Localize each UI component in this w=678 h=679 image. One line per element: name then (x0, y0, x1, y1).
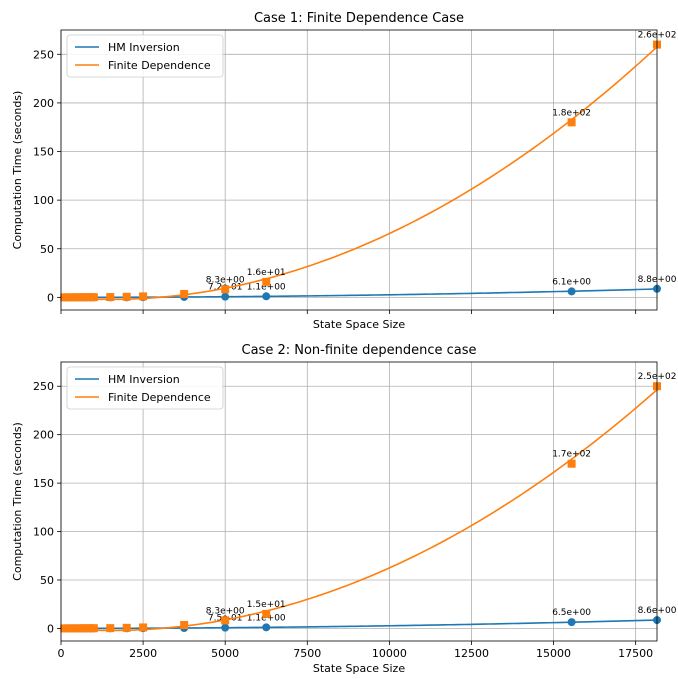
data-point (180, 621, 189, 630)
data-label: 1.6e+01 (247, 268, 286, 278)
data-label: 1.7e+02 (552, 450, 591, 460)
data-point (567, 459, 576, 468)
data-label: 6.1e+00 (552, 277, 591, 287)
data-point (221, 285, 230, 294)
y-tick-label: 50 (40, 574, 54, 587)
data-point (567, 287, 576, 296)
data-label: 8.3e+00 (206, 606, 245, 616)
series-line (64, 46, 658, 301)
data-point (139, 292, 148, 301)
data-point (221, 292, 230, 301)
chart-title: Case 1: Finite Dependence Case (254, 11, 464, 26)
data-point (106, 293, 115, 302)
grid-lines (60, 30, 657, 310)
data-label: 1.8e+02 (552, 108, 591, 118)
legend: HM Inversion Finite Dependence (66, 366, 224, 410)
series-line (64, 389, 658, 632)
x-tick-label: 15000 (536, 647, 571, 660)
y-tick-label: 100 (33, 194, 54, 207)
data-label: 1.1e+00 (247, 613, 286, 623)
chart-panel-2: 7.5e-011.1e+006.5e+008.6e+008.3e+001.5e+… (11, 343, 677, 675)
x-tick-label: 12500 (454, 647, 489, 660)
data-point (106, 624, 115, 633)
y-tick-label: 100 (33, 526, 54, 539)
y-tick-label: 50 (40, 243, 54, 256)
data-point (221, 623, 230, 632)
legend-entry: HM Inversion (108, 373, 180, 386)
x-tick-label: 10000 (372, 647, 407, 660)
legend: HM Inversion Finite Dependence (66, 34, 224, 78)
axes-frame (60, 361, 658, 642)
chart-title: Case 2: Non-finite dependence case (242, 343, 477, 358)
legend-entry: HM Inversion (108, 41, 180, 54)
axes-frame (60, 29, 658, 311)
x-axis-label: State Space Size (313, 662, 405, 675)
y-tick-label: 200 (33, 97, 54, 110)
y-tick-label: 150 (33, 477, 54, 490)
y-tick-label: 250 (33, 380, 54, 393)
data-point (262, 292, 271, 301)
data-point (122, 292, 131, 301)
y-tick-label: 150 (33, 146, 54, 159)
data-label: 1.5e+01 (247, 600, 286, 610)
data-point (89, 624, 98, 633)
x-tick-label: 5000 (211, 647, 239, 660)
x-tick-label: 17500 (618, 647, 653, 660)
x-tick-label: 7500 (293, 647, 321, 660)
series-2: 8.3e+001.5e+011.7e+022.5e+02 (60, 372, 676, 633)
data-point (567, 118, 576, 127)
y-axis-label: Computation Time (seconds) (11, 422, 24, 581)
data-point (567, 618, 576, 627)
data-label: 1.1e+00 (247, 282, 286, 292)
x-tick-label: 2500 (129, 647, 157, 660)
data-label: 6.5e+00 (552, 608, 591, 618)
chart-panel-1: 7.2e-011.1e+006.1e+008.8e+008.3e+001.6e+… (11, 11, 677, 331)
legend-box (66, 34, 224, 78)
data-point (139, 623, 148, 632)
y-axis-label: Computation Time (seconds) (11, 91, 24, 250)
data-point (221, 616, 230, 625)
data-point (122, 623, 131, 632)
data-point (180, 289, 189, 298)
data-point (262, 609, 271, 618)
data-point (262, 623, 271, 632)
legend-entry: Finite Dependence (108, 391, 211, 404)
y-tick-label: 0 (47, 622, 54, 635)
legend-box (66, 366, 224, 410)
y-tick-label: 0 (47, 291, 54, 304)
data-point (89, 293, 98, 302)
data-point (262, 277, 271, 286)
legend-entry: Finite Dependence (108, 59, 211, 72)
x-tick-label: 0 (58, 647, 65, 660)
y-tick-label: 250 (33, 48, 54, 61)
x-axis-label: State Space Size (313, 318, 405, 331)
data-label: 8.3e+00 (206, 275, 245, 285)
y-tick-label: 200 (33, 429, 54, 442)
